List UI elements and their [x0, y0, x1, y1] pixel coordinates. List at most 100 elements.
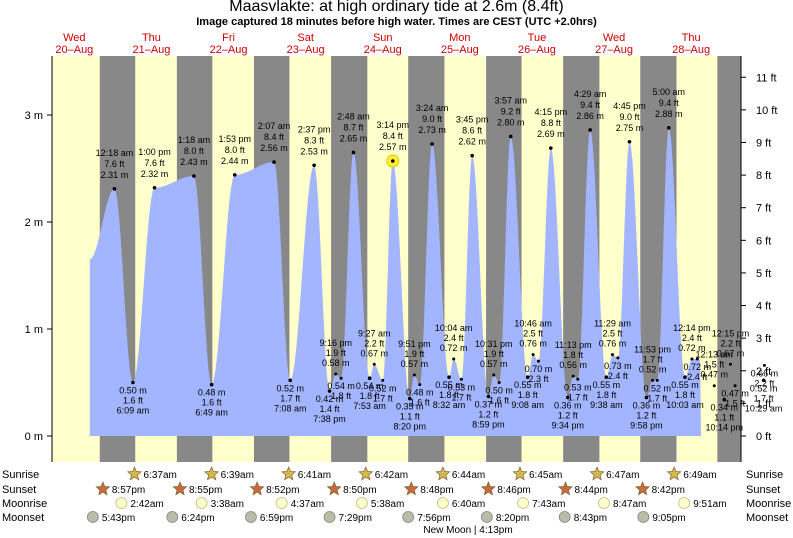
- sunset-icon: [403, 481, 419, 496]
- almanac-label-right: Moonrise: [746, 498, 791, 510]
- secondary-high-ft: 1.8 ft: [563, 350, 584, 360]
- low-tide-ft: 1.7 ft: [754, 393, 775, 403]
- right-axis-tick-label: 11 ft: [756, 72, 777, 84]
- minor-low-m: 0.48 m: [406, 388, 434, 398]
- high-tide-point: [627, 139, 632, 144]
- low-tide-m: 0.54 m: [356, 381, 384, 391]
- left-axis-tick-label: 0 m: [25, 431, 43, 443]
- day-name: Fri: [222, 32, 235, 44]
- high-tide-m: 2.69 m: [537, 129, 565, 139]
- high-tide-point: [152, 185, 157, 190]
- secondary-high-point: [712, 384, 716, 388]
- low-tide-time: 6:49 am: [195, 408, 228, 418]
- secondary-high-time: 12:15 pm: [712, 328, 750, 338]
- low-tide-m: 0.36 m: [554, 400, 582, 410]
- low-tide-point: [447, 375, 451, 379]
- day-date: 23–Aug: [287, 44, 325, 56]
- high-tide-point: [508, 134, 513, 139]
- minor-low-ft: 1.7 ft: [647, 393, 668, 403]
- moonset-icon: [480, 511, 493, 523]
- secondary-high-time: 10:31 pm: [475, 339, 513, 349]
- day-name: Sun: [373, 32, 393, 44]
- low-tide-m: 0.55 m: [593, 380, 621, 390]
- high-tide-ft: 9.0 ft: [422, 114, 443, 124]
- right-axis-tick-label: 3 ft: [756, 333, 771, 345]
- sunrise-time: 6:41am: [298, 470, 331, 481]
- high-tide-point: [588, 128, 592, 132]
- low-tide-time: 9:38 am: [590, 400, 623, 410]
- low-tide-m: 0.55 m: [514, 380, 542, 390]
- low-tide-ft: 1.8 ft: [596, 390, 617, 400]
- sunset-icon: [172, 481, 188, 496]
- moonrise-icon: [678, 497, 691, 509]
- high-tide-m: 2.88 m: [655, 109, 683, 119]
- secondary-high-ft: 1.9 ft: [326, 348, 347, 358]
- sunset-time: 8:57pm: [112, 485, 145, 496]
- minor-low-point: [695, 357, 699, 361]
- high-tide-m: 2.73 m: [418, 125, 446, 135]
- left-axis-tick-label: 1 m: [25, 324, 43, 336]
- high-tide-point: [549, 146, 553, 150]
- low-tide-time: 8:32 am: [433, 400, 466, 410]
- secondary-high-m: 0.72 m: [440, 343, 468, 353]
- minor-low-m: 0.73 m: [604, 361, 632, 371]
- minor-low-point: [762, 363, 766, 367]
- low-tide-point: [644, 395, 649, 400]
- current-tide-point: [390, 159, 395, 163]
- secondary-high-point: [690, 357, 694, 361]
- moonrise-time: 6:40am: [452, 499, 485, 510]
- moonrise-time: 8:47am: [613, 499, 646, 510]
- sunset-time: 8:50pm: [343, 485, 376, 496]
- high-tide-m: 2.43 m: [180, 157, 208, 167]
- moonset-time: 7:56pm: [417, 513, 450, 524]
- sunrise-time: 6:47am: [606, 470, 639, 481]
- moonset-time: 6:59pm: [260, 513, 293, 524]
- low-tide-point: [604, 375, 609, 379]
- high-tide-ft: 8.8 ft: [541, 118, 562, 128]
- minor-low-ft: 2.3 ft: [528, 374, 549, 384]
- secondary-high-ft: 2.2 ft: [720, 338, 741, 348]
- minor-low-point: [616, 356, 620, 360]
- high-tide-point: [470, 153, 474, 158]
- secondary-high-point: [492, 373, 496, 377]
- minor-low-ft: 1.5 ft: [725, 399, 746, 409]
- minor-low-m: 0.70 m: [525, 364, 553, 374]
- minor-low-m: 0.52 m: [643, 383, 671, 393]
- day-date: 28–Aug: [672, 44, 710, 56]
- high-tide-m: 2.56 m: [260, 143, 288, 153]
- sunset-icon: [326, 481, 342, 496]
- high-tide-point: [112, 187, 117, 191]
- tide-area-group: [89, 127, 702, 437]
- high-tide-time: 2:37 pm: [298, 124, 331, 134]
- low-tide-ft: 1.8 ft: [675, 390, 696, 400]
- low-tide-m: 0.36 m: [633, 400, 661, 410]
- almanac-label-right: Sunrise: [746, 469, 783, 481]
- day-name: Thu: [142, 32, 161, 44]
- right-axis-tick-label: 2 ft: [756, 366, 771, 378]
- low-tide-time: 7:08 am: [274, 403, 307, 413]
- minor-low-ft: 1.7 ft: [451, 392, 472, 402]
- secondary-high-point: [728, 362, 732, 366]
- minor-low-point: [418, 383, 422, 387]
- sunrise-time: 6:45am: [529, 470, 562, 481]
- low-tide-time: 10:14 pm: [706, 423, 744, 433]
- moonset-icon: [323, 511, 336, 523]
- minor-low-m: 0.52 m: [369, 383, 397, 393]
- secondary-high-point: [334, 372, 338, 376]
- sunset-time: 8:44pm: [574, 485, 607, 496]
- high-tide-point: [430, 142, 434, 146]
- low-tide-m: 0.55 m: [435, 380, 463, 390]
- high-tide-ft: 8.3 ft: [304, 135, 325, 145]
- day-date: 26–Aug: [518, 44, 556, 56]
- minor-low-ft: 1.8 ft: [331, 391, 352, 401]
- moonset-icon: [402, 511, 415, 523]
- moonset-time: 8:43pm: [574, 513, 607, 524]
- low-tide-m: 0.37 m: [475, 399, 503, 409]
- high-tide-ft: 8.0 ft: [225, 145, 246, 155]
- low-tide-m: 0.52 m: [750, 383, 778, 393]
- moonrise-icon: [436, 497, 449, 509]
- secondary-high-time: 11:29 am: [594, 319, 631, 329]
- low-tide-m: 0.48 m: [198, 388, 226, 398]
- high-tide-m: 2.65 m: [340, 133, 368, 143]
- sunset-time: 8:46pm: [497, 485, 530, 496]
